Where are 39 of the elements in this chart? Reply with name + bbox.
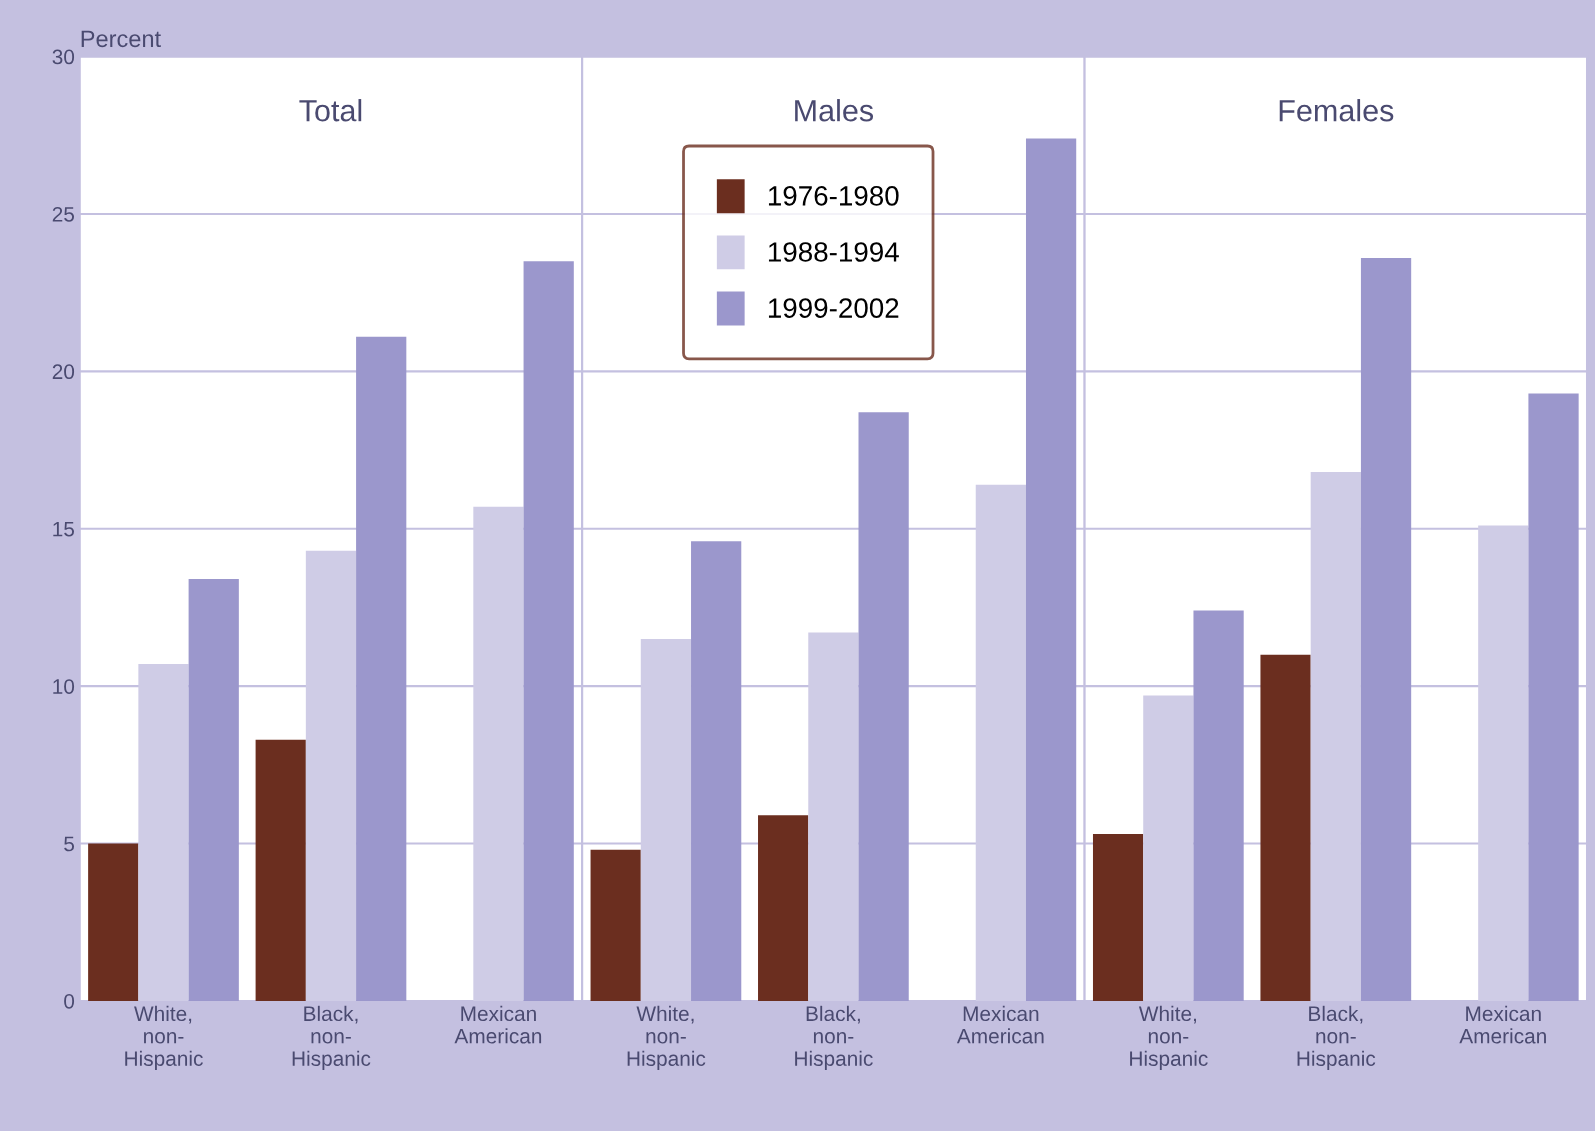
y-tick-label: 25 [52,206,75,222]
x-tick-label: White, non- Hispanic [1130,1005,1208,1071]
y-tick-label: 0 [64,993,75,1009]
bar [523,261,574,1001]
text: Total [299,99,362,122]
y-axis-title: Percent [81,30,161,48]
bar [858,412,909,1001]
text: Females [1279,99,1394,122]
bar [1143,695,1194,1001]
x-tick-label: Mexican American [956,1005,1044,1044]
bar [691,541,742,1001]
legend-label: 1999-2002 [768,298,899,318]
bar [1528,393,1579,1001]
y-tick-label: 15 [53,521,75,537]
y-tick-label: 10 [53,679,75,694]
x-tick-label: Mexican American [1459,1005,1546,1044]
bar [255,739,306,1001]
x-tick-label: Black, non- Hispanic [795,1005,873,1071]
legend-label: 1988-1994 [768,242,899,262]
legend-label: 1976-1980 [768,186,899,206]
x-tick-label: Black, non- Hispanic [292,1005,371,1071]
bar [1092,834,1144,1001]
y-tick-label: 20 [52,364,75,380]
x-tick-label: Mexican American [454,1005,542,1044]
bar [1025,138,1077,1001]
text: Males [795,99,874,122]
bar [356,336,407,1001]
bar [590,849,641,1001]
x-tick-label: White, non- Hispanic [627,1005,706,1071]
bar [1260,654,1311,1001]
y-tick-label: 5 [64,836,75,852]
bar [758,815,809,1001]
x-tick-label: Black, non- Hispanic [1297,1005,1376,1071]
bar [1360,258,1412,1001]
bar [188,579,239,1001]
bar [1193,610,1244,1001]
x-tick-label: White, non- Hispanic [125,1005,203,1071]
bar [88,843,139,1001]
y-tick-label: 30 [52,49,75,65]
